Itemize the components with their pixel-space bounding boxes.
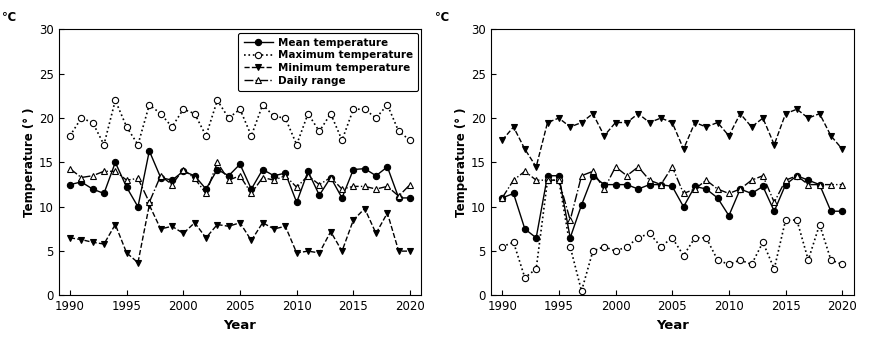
X-axis label: Year: Year — [655, 319, 688, 332]
Y-axis label: Temperature (° ): Temperature (° ) — [454, 108, 468, 217]
Legend: Mean temperature, Maximum temperature, Minimum temperature, Daily range: Mean temperature, Maximum temperature, M… — [238, 33, 418, 91]
X-axis label: Year: Year — [223, 319, 256, 332]
Text: ℃: ℃ — [3, 11, 17, 24]
Y-axis label: Temperature (° ): Temperature (° ) — [23, 108, 36, 217]
Text: ℃: ℃ — [434, 11, 448, 24]
